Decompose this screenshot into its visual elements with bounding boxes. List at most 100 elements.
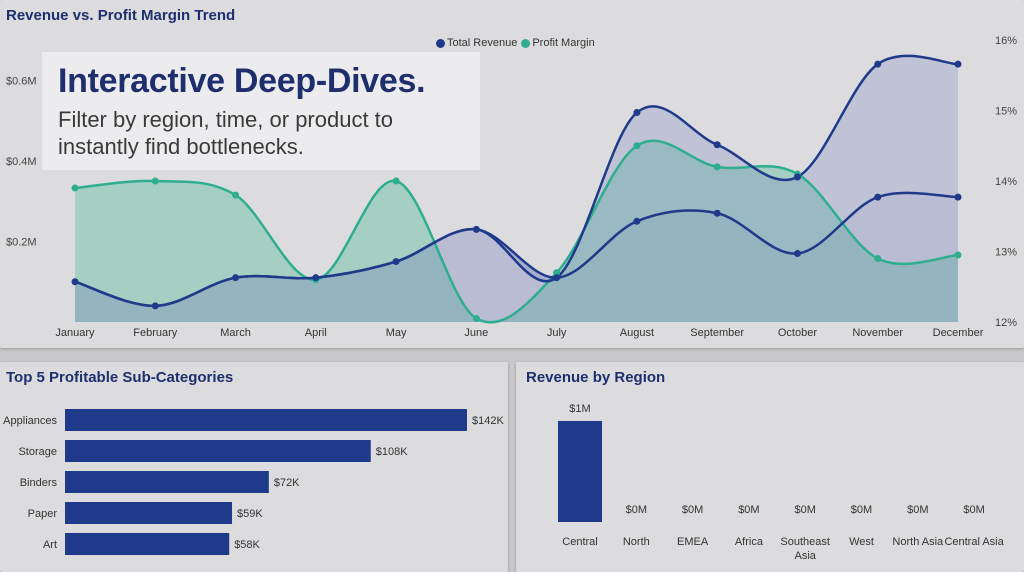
region-category-label: EMEA	[677, 536, 709, 548]
subcat-value-label: $72K	[274, 477, 300, 489]
subcat-bar[interactable]	[65, 409, 467, 431]
legend-margin-label: Profit Margin	[532, 37, 595, 49]
x-tick-label: February	[133, 327, 178, 339]
revenue-point[interactable]	[874, 193, 882, 201]
trend-panel: Revenue vs. Profit Margin Trend $0.2M $0.…	[0, 0, 1024, 348]
region-category-label: Central Asia	[944, 536, 1004, 548]
region-value-label: $1M	[569, 403, 590, 415]
margin-point[interactable]	[232, 191, 240, 199]
margin-point[interactable]	[71, 184, 79, 192]
x-tick-label: May	[386, 327, 407, 339]
y-left-tick: $0.4M	[6, 156, 37, 168]
subcat-label: Binders	[20, 477, 58, 489]
y-right-tick: 12%	[995, 317, 1017, 329]
revenue-point[interactable]	[232, 274, 240, 282]
subcat-label: Paper	[28, 508, 58, 520]
revenue-point[interactable]	[793, 250, 801, 258]
margin-point[interactable]	[472, 314, 480, 322]
x-tick-label: October	[778, 327, 817, 339]
subcat-label: Art	[43, 539, 57, 551]
region-category-label: North	[623, 536, 650, 548]
callout-body: Filter by region, time, or product to in…	[58, 107, 394, 159]
revenue-point[interactable]	[954, 193, 962, 201]
legend-margin[interactable]: Profit Margin	[521, 37, 595, 49]
y-right-tick: 16%	[995, 35, 1017, 47]
region-chart[interactable]: $1M Central $0M North $0M EMEA $0M Africa $0M Sou…	[516, 362, 1024, 572]
region-value-label: $0M	[738, 504, 759, 516]
y-left-tick: $0.6M	[6, 75, 37, 87]
region-bar[interactable]	[558, 421, 602, 522]
x-tick-label: July	[547, 327, 567, 339]
revenue-upper-point[interactable]	[713, 141, 721, 149]
region-value-label: $0M	[794, 504, 815, 516]
revenue-point[interactable]	[713, 209, 721, 217]
revenue-upper-point[interactable]	[633, 109, 641, 117]
x-tick-label: August	[620, 327, 654, 339]
margin-point[interactable]	[633, 142, 641, 150]
x-tick-label: November	[852, 327, 903, 339]
revenue-upper-point[interactable]	[793, 173, 801, 181]
revenue-point[interactable]	[472, 225, 480, 233]
subcat-bar[interactable]	[65, 471, 269, 493]
region-value-label: $0M	[963, 504, 984, 516]
subcat-value-label: $108K	[376, 446, 408, 458]
x-tick-label: December	[933, 327, 984, 339]
revenue-point[interactable]	[312, 274, 320, 282]
revenue-area	[75, 192, 958, 322]
revenue-point[interactable]	[553, 274, 561, 282]
legend-margin-swatch	[521, 38, 531, 48]
subcat-bar[interactable]	[65, 440, 371, 462]
region-value-label: $0M	[907, 504, 928, 516]
region-category-label: Central	[562, 536, 597, 548]
subcat-label: Appliances	[3, 415, 57, 427]
subcat-value-label: $59K	[237, 508, 263, 520]
y-right-tick: 14%	[995, 176, 1017, 188]
trend-legend: Total Revenue Profit Margin	[436, 37, 599, 49]
margin-point[interactable]	[954, 251, 962, 259]
x-tick-label: June	[464, 327, 488, 339]
callout-heading: Interactive Deep-Dives.	[58, 62, 426, 100]
subcat-chart[interactable]: Appliances $142K Storage $108K Binders $72K Pa…	[0, 362, 508, 572]
revenue-point[interactable]	[151, 302, 159, 310]
region-value-label: $0M	[682, 504, 703, 516]
subcat-panel: Top 5 Profitable Sub-Categories Applianc…	[0, 362, 508, 572]
y-right-tick: 15%	[995, 106, 1017, 118]
margin-point[interactable]	[713, 163, 721, 171]
revenue-point[interactable]	[633, 217, 641, 225]
subcat-value-label: $142K	[472, 415, 504, 427]
legend-revenue[interactable]: Total Revenue	[436, 37, 517, 49]
revenue-point[interactable]	[71, 278, 79, 286]
region-value-label: $0M	[626, 504, 647, 516]
x-tick-label: January	[55, 327, 95, 339]
region-category-label: Southeast	[780, 536, 830, 548]
subcat-bar[interactable]	[65, 502, 233, 524]
trend-title: Revenue vs. Profit Margin Trend	[6, 7, 236, 24]
region-category-label: Asia	[794, 550, 816, 562]
x-tick-label: September	[690, 327, 744, 339]
margin-point[interactable]	[553, 269, 561, 277]
region-title: Revenue by Region	[526, 369, 666, 386]
y-left-tick: $0.2M	[6, 236, 37, 248]
legend-revenue-label: Total Revenue	[447, 37, 518, 49]
revenue-upper-point[interactable]	[954, 60, 962, 68]
x-tick-label: March	[220, 327, 251, 339]
subcat-value-label: $58K	[234, 539, 260, 551]
region-panel: Revenue by Region $1M Central $0M North $0M E…	[516, 362, 1024, 572]
callout-card: Interactive Deep-Dives. Filter by region…	[42, 52, 480, 170]
revenue-upper-point[interactable]	[874, 60, 882, 68]
revenue-point[interactable]	[392, 258, 400, 266]
subcat-title: Top 5 Profitable Sub-Categories	[6, 369, 234, 386]
subcat-label: Storage	[18, 446, 57, 458]
region-category-label: North Asia	[892, 536, 944, 548]
y-right-tick: 13%	[995, 247, 1017, 259]
x-tick-label: April	[305, 327, 327, 339]
margin-point[interactable]	[874, 255, 882, 263]
margin-point[interactable]	[151, 177, 159, 185]
subcat-bar[interactable]	[65, 533, 230, 555]
region-value-label: $0M	[851, 504, 872, 516]
trend-chart[interactable]: $0.2M $0.4M $0.6M 12% 13% 14% 15% 16% January Feb…	[0, 0, 1024, 348]
margin-point[interactable]	[392, 177, 400, 185]
legend-revenue-swatch	[436, 38, 445, 48]
region-category-label: Africa	[735, 536, 764, 548]
region-category-label: West	[849, 536, 874, 548]
